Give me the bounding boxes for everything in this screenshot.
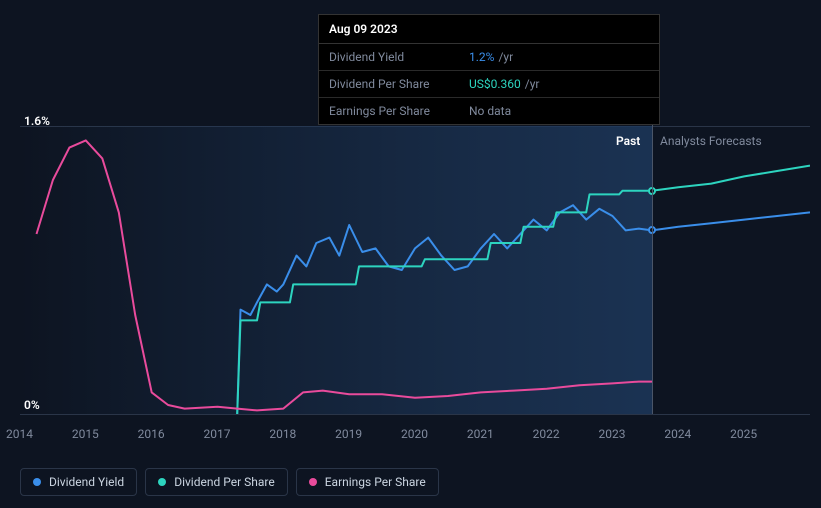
y-axis-tick-label: 1.6% [24, 114, 50, 128]
x-axis-tick-label: 2018 [269, 427, 296, 441]
x-axis-tick-label: 2021 [467, 427, 494, 441]
tooltip-row: Dividend Per ShareUS$0.360/yr [319, 71, 659, 98]
past-label: Past [616, 134, 640, 148]
tooltip-metric-label: Dividend Per Share [329, 77, 469, 91]
tooltip-metric-label: Earnings Per Share [329, 104, 469, 118]
x-axis-tick-label: 2020 [401, 427, 428, 441]
x-axis-tick-label: 2024 [664, 427, 691, 441]
tooltip-row: Dividend Yield1.2%/yr [319, 44, 659, 71]
legend-dot-icon [33, 478, 41, 486]
tooltip-metric-value: No data [469, 104, 511, 118]
series-line [37, 140, 653, 410]
tooltip-metric-label: Dividend Yield [329, 50, 469, 64]
present-line [652, 100, 653, 414]
x-axis-tick-label: 2016 [138, 427, 165, 441]
legend-item[interactable]: Earnings Per Share [296, 468, 439, 496]
legend-label: Dividend Yield [49, 475, 124, 489]
x-axis-tick-label: 2022 [533, 427, 560, 441]
dividend-chart: 0%1.6% 201420152016201720182019202020212… [20, 100, 810, 430]
legend-label: Earnings Per Share [325, 475, 426, 489]
x-axis-tick-label: 2025 [730, 427, 757, 441]
x-axis-tick-label: 2023 [599, 427, 626, 441]
tooltip-metric-value: 1.2%/yr [469, 50, 513, 64]
x-axis-tick-label: 2014 [6, 427, 33, 441]
x-axis-tick-label: 2019 [335, 427, 362, 441]
series-line [237, 166, 810, 414]
chart-tooltip: Aug 09 2023 Dividend Yield1.2%/yrDividen… [318, 14, 660, 125]
x-axis-tick-label: 2015 [72, 427, 99, 441]
legend-dot-icon [309, 478, 317, 486]
x-axis-tick-label: 2017 [204, 427, 231, 441]
tooltip-date: Aug 09 2023 [319, 15, 659, 44]
y-axis-tick-label: 0% [24, 398, 40, 412]
tooltip-row: Earnings Per ShareNo data [319, 98, 659, 124]
legend-label: Dividend Per Share [174, 475, 275, 489]
tooltip-metric-value: US$0.360/yr [469, 77, 540, 91]
chart-legend: Dividend Yield Dividend Per Share Earnings… [20, 468, 439, 496]
forecast-label: Analysts Forecasts [660, 134, 762, 148]
series-line [237, 205, 810, 414]
legend-item[interactable]: Dividend Yield [20, 468, 137, 496]
legend-dot-icon [158, 478, 166, 486]
legend-item[interactable]: Dividend Per Share [145, 468, 288, 496]
chart-svg [20, 100, 810, 430]
